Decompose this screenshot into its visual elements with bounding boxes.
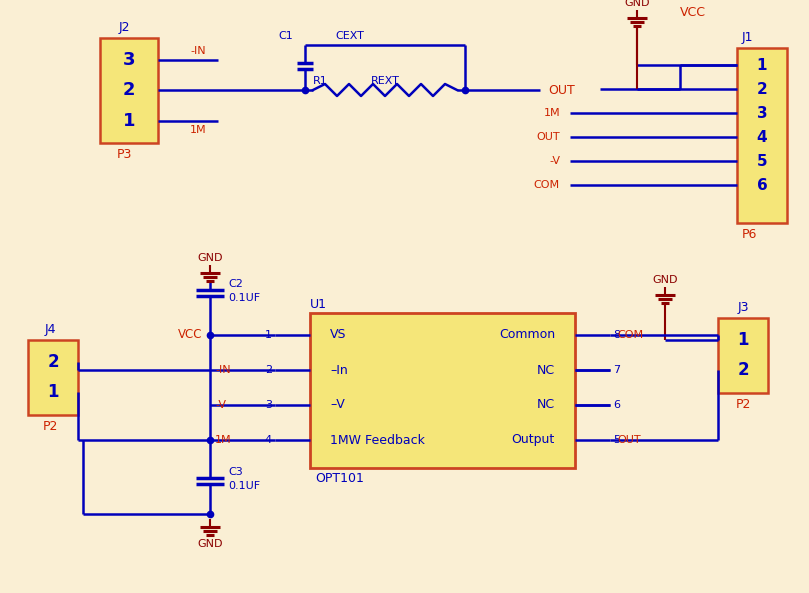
Text: 7: 7	[613, 365, 621, 375]
Bar	[100, 38, 158, 143]
Text: 0.1UF: 0.1UF	[228, 293, 260, 303]
Bar	[310, 313, 575, 468]
Text: J3: J3	[737, 301, 749, 314]
Text: P6: P6	[742, 228, 757, 241]
Text: 1: 1	[123, 112, 135, 130]
Text: 1MW Feedback: 1MW Feedback	[330, 433, 425, 447]
Text: GND: GND	[197, 539, 222, 549]
Text: 5: 5	[613, 435, 620, 445]
Text: COM: COM	[534, 180, 560, 190]
Text: COM: COM	[617, 330, 643, 340]
Text: J2: J2	[118, 21, 129, 34]
Bar	[737, 48, 787, 223]
Bar	[718, 318, 768, 393]
Text: OPT101: OPT101	[315, 473, 364, 486]
Text: 3: 3	[756, 106, 767, 120]
Text: VCC: VCC	[177, 329, 202, 342]
Text: 2: 2	[265, 365, 272, 375]
Text: VCC: VCC	[680, 7, 706, 20]
Text: GND: GND	[652, 275, 678, 285]
Text: 1M: 1M	[544, 108, 560, 118]
Text: P2: P2	[735, 397, 751, 410]
Text: GND: GND	[625, 0, 650, 8]
Text: 3: 3	[123, 51, 135, 69]
Text: 2: 2	[123, 81, 135, 99]
Text: 2: 2	[756, 81, 768, 97]
Text: OUT: OUT	[617, 435, 641, 445]
Text: 8: 8	[613, 330, 621, 340]
Text: 6: 6	[756, 177, 768, 193]
Text: C1: C1	[278, 31, 293, 41]
Text: U1: U1	[310, 298, 327, 311]
Text: 2: 2	[47, 353, 59, 371]
Text: 6: 6	[613, 400, 620, 410]
Text: NC: NC	[537, 364, 555, 377]
Text: C2: C2	[228, 279, 243, 289]
Text: 1M: 1M	[189, 125, 206, 135]
Text: 3: 3	[265, 400, 272, 410]
Text: GND: GND	[197, 253, 222, 263]
Text: 1: 1	[47, 383, 59, 401]
Text: CEXT: CEXT	[335, 31, 364, 41]
Text: P2: P2	[42, 419, 57, 432]
Text: -V: -V	[549, 156, 560, 166]
Text: 4: 4	[265, 435, 272, 445]
Text: 5: 5	[756, 154, 767, 168]
Text: Output: Output	[512, 433, 555, 447]
Text: 0.1UF: 0.1UF	[228, 481, 260, 491]
Text: 2: 2	[737, 361, 749, 379]
Text: -V: -V	[215, 400, 226, 410]
Text: 1: 1	[265, 330, 272, 340]
Text: OUT: OUT	[536, 132, 560, 142]
Text: -IN: -IN	[215, 365, 231, 375]
Text: C3: C3	[228, 467, 243, 477]
Text: –In: –In	[330, 364, 348, 377]
Text: 1: 1	[756, 58, 767, 72]
Text: J1: J1	[742, 31, 753, 44]
Text: VS: VS	[330, 329, 346, 342]
Text: 4: 4	[756, 129, 767, 145]
Text: P3: P3	[116, 148, 132, 161]
Text: NC: NC	[537, 398, 555, 412]
Text: R1: R1	[313, 76, 328, 86]
Text: Common: Common	[499, 329, 555, 342]
Text: –V: –V	[330, 398, 345, 412]
Text: 1: 1	[737, 331, 749, 349]
Text: REXT: REXT	[371, 76, 400, 86]
Text: -IN: -IN	[190, 46, 205, 56]
Text: 1M: 1M	[215, 435, 231, 445]
Text: J4: J4	[44, 324, 56, 336]
Bar	[28, 340, 78, 415]
Text: OUT: OUT	[548, 84, 574, 97]
